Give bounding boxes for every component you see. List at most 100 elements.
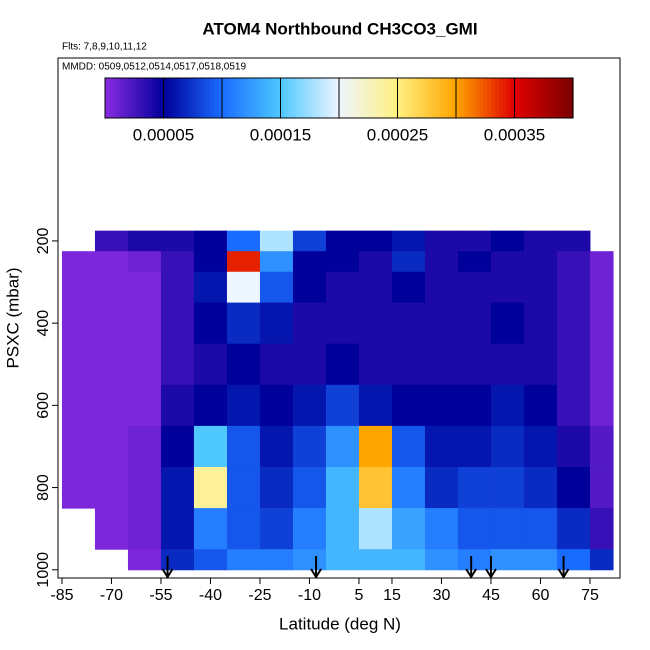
heat-cell [226,343,261,386]
heat-cell [424,425,459,468]
annotation: MMDD: 0509,0512,0514,0517,0518,0519 [62,62,246,73]
colorbar-segment [300,78,305,118]
heat-cell [589,271,614,304]
heat-cell [325,271,360,304]
heat-cell [589,302,614,345]
heat-cell [358,271,393,304]
heat-cell [424,508,459,550]
heat-cell [358,467,393,509]
colorbar-segment [280,78,285,118]
heat-cell [325,302,360,345]
colorbar-segment [510,78,516,118]
colorbar-segment [506,78,512,118]
heat-cell [193,384,228,427]
heat-cell [193,302,228,345]
heat-cell [94,384,129,427]
colorbar-segment [222,78,227,118]
heat-cell [127,343,162,386]
colorbar-segment [471,78,477,118]
chart-title: ATOM4 Northbound CH3CO3_GMI [202,19,477,38]
arrow-head [161,568,174,579]
heat-cell [160,271,195,304]
colorbar-segment [424,78,430,118]
heat-cell [457,343,492,386]
y-tick-label: 400 [35,310,52,337]
colorbar-segment [487,78,492,118]
heat-cell [457,467,492,509]
colorbar-segment [249,78,254,118]
heat-cell [292,271,327,304]
heat-cell [490,384,525,427]
colorbar-segment [144,78,149,118]
colorbar-frame [104,77,574,119]
plot-frame [57,57,621,579]
heat-cell [325,549,360,571]
colorbar-segment [420,78,426,118]
heat-cell [457,251,492,273]
heat-cell [127,302,162,345]
heat-cell [358,251,393,273]
heat-cell [193,343,228,386]
heat-cell [94,508,129,550]
colorbar-segment [463,78,469,118]
colorbar-segment [120,78,126,118]
heat-cell [292,549,327,571]
heat-cell [193,230,228,252]
heat-cell [523,302,558,345]
heat-cell [160,251,195,273]
heat-cell [457,549,492,571]
heat-cell [160,384,195,427]
colorbar-segment [405,78,410,118]
heat-cell [292,230,327,252]
colorbar-tick-label: 0.00005 [133,125,194,144]
heat-cell [259,384,294,427]
heat-cell [259,271,294,304]
colorbar-segment [350,78,356,118]
colorbar-segment [190,78,196,118]
colorbar-segment [557,78,562,118]
colorbar-segment [245,78,250,118]
heat-cell [193,467,228,509]
colorbar-segment [315,78,321,118]
heat-cell [589,549,614,571]
colorbar-segment [202,78,207,118]
heat-cell [94,251,129,273]
heat-cell [160,425,195,468]
heat-cell [457,425,492,468]
heat-cell [226,467,261,509]
colorbar-segment [311,78,317,118]
heat-cell [424,271,459,304]
colorbar-segment [323,78,328,118]
heat-cell [292,343,327,386]
heat-cell [193,271,228,304]
colorbar-segment [214,78,219,118]
colorbar-segment [132,78,137,118]
heat-cell [457,508,492,550]
heat-cell [589,425,614,468]
heat-cell [589,467,614,509]
heat-cell [325,508,360,550]
heat-cell [358,343,393,386]
heat-cell [226,384,261,427]
y-tick-label: 800 [35,474,52,501]
x-tick-label: -70 [100,587,123,604]
heat-cell [358,384,393,427]
colorbar-segment [186,78,192,118]
heat-cell [259,343,294,386]
heat-cell [325,230,360,252]
colorbar-segment [401,78,406,118]
heat-cell [556,271,591,304]
colorbar-segment [335,78,340,118]
x-tick-label: 75 [581,587,599,604]
x-tick-label: 60 [532,587,550,604]
heat-cell [391,425,426,468]
colorbar-segment [417,78,422,118]
heat-cell [391,251,426,273]
heat-cell [391,384,426,427]
colorbar-tick-label: 0.00035 [484,125,545,144]
arrow-head [310,568,322,579]
heat-cell [160,302,195,345]
colorbar-segment [327,78,332,118]
heat-cell [490,467,525,509]
colorbar-segment [163,78,168,118]
